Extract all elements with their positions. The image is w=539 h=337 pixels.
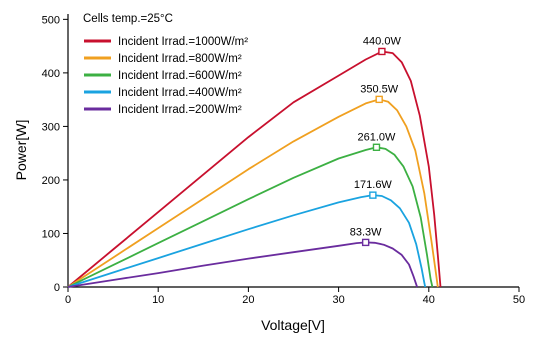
peak-label-4: 171.6W — [354, 179, 393, 191]
y-ticks: 0 100 200 300 400 500 — [42, 14, 68, 294]
y-axis-title: Power[W] — [13, 120, 29, 181]
x-tick-label: 50 — [513, 294, 525, 306]
peak-point-5 — [361, 238, 370, 247]
peak-label-2: 350.5W — [360, 83, 399, 95]
legend-label-3: Incident Irrad.=600W/m² — [118, 70, 242, 82]
x-tick-label: 20 — [242, 294, 254, 306]
x-axis-title: Voltage[V] — [261, 317, 325, 333]
peak-label-5: 83.3W — [350, 226, 382, 238]
x-ticks: 0 10 20 30 40 50 — [65, 287, 525, 306]
series-line-5 — [67, 241, 418, 288]
cells-temp-annotation: Cells temp.=25°C — [83, 13, 173, 25]
legend-label-1: Incident Irrad.=1000W/m² — [118, 36, 248, 48]
y-tick-label: 100 — [42, 228, 60, 240]
series-line-4 — [67, 194, 427, 288]
peak-markers: 440.0W 350.5W 261.0W 171.6W 83.3W — [350, 35, 402, 247]
y-tick-label: 200 — [42, 175, 60, 187]
peak-point-3 — [372, 143, 381, 151]
peak-point-1 — [378, 47, 386, 56]
x-tick-label: 30 — [332, 294, 344, 306]
legend-label-2: Incident Irrad.=800W/m² — [118, 53, 242, 65]
x-tick-label: 0 — [65, 294, 71, 306]
x-tick-label: 40 — [423, 294, 435, 306]
peak-point-4 — [369, 191, 377, 199]
y-tick-label: 300 — [42, 121, 60, 133]
legend-label-4: Incident Irrad.=400W/m² — [118, 87, 242, 99]
y-tick-label: 500 — [42, 14, 60, 26]
x-tick-label: 10 — [152, 294, 164, 306]
peak-label-3: 261.0W — [358, 131, 397, 143]
axes — [67, 14, 519, 288]
legend-label-5: Incident Irrad.=200W/m² — [118, 104, 242, 116]
peak-point-2 — [375, 95, 383, 104]
y-tick-label: 0 — [54, 282, 60, 294]
peak-label-1: 440.0W — [363, 35, 402, 47]
legend: Incident Irrad.=1000W/m² Incident Irrad.=… — [84, 36, 248, 116]
y-tick-label: 400 — [42, 68, 60, 80]
